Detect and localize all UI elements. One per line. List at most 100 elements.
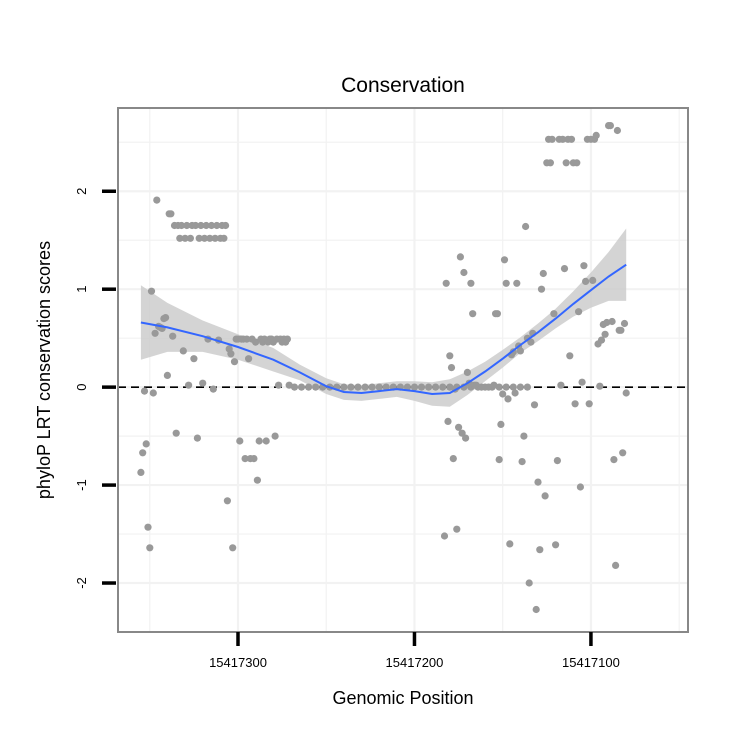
- data-point: [597, 336, 606, 344]
- data-point: [283, 335, 291, 343]
- data-point: [477, 383, 486, 391]
- data-point: [559, 135, 567, 143]
- data-point: [567, 135, 576, 143]
- data-point: [167, 210, 175, 218]
- data-point: [297, 383, 306, 391]
- data-point: [144, 523, 152, 531]
- data-point: [506, 540, 514, 548]
- y-axis-label: phyloP LRT conservation scores: [34, 241, 54, 499]
- data-point: [582, 277, 590, 285]
- data-point: [455, 423, 463, 431]
- y-axis: -2 -1 0 1 2: [74, 188, 116, 589]
- data-point: [312, 383, 320, 391]
- data-point: [229, 544, 237, 552]
- data-point: [562, 159, 570, 167]
- plot-panel-border: [117, 107, 689, 633]
- data-point: [546, 159, 555, 167]
- data-point: [403, 383, 411, 391]
- data-point: [209, 385, 217, 393]
- data-point: [575, 308, 583, 316]
- data-point: [169, 332, 177, 340]
- confidence-ribbon-group: [140, 228, 627, 407]
- data-point: [142, 440, 150, 448]
- data-point: [192, 221, 200, 230]
- data-point: [573, 159, 581, 167]
- data-point: [513, 279, 521, 287]
- data-point: [230, 358, 239, 366]
- data-point: [592, 131, 600, 139]
- data-point: [253, 476, 261, 484]
- data-point: [493, 310, 501, 318]
- data-point: [460, 268, 468, 277]
- data-point: [557, 381, 565, 389]
- data-point: [236, 437, 244, 445]
- data-point: [553, 457, 562, 465]
- data-point: [509, 383, 517, 391]
- data-point: [446, 352, 454, 360]
- data-point: [620, 319, 629, 328]
- data-point: [255, 437, 263, 445]
- data-point: [146, 544, 154, 552]
- chart-title: Conservation: [341, 74, 465, 97]
- data-point: [601, 330, 609, 338]
- data-point: [227, 350, 235, 358]
- data-point: [548, 135, 556, 143]
- smooth-line-group: [140, 263, 627, 396]
- data-point: [207, 221, 216, 230]
- data-point: [223, 497, 231, 505]
- data-point: [617, 326, 625, 334]
- data-point: [442, 279, 450, 287]
- data-point: [206, 234, 214, 242]
- data-point: [211, 234, 219, 242]
- data-point: [252, 338, 260, 346]
- data-point: [140, 387, 149, 395]
- data-point: [382, 383, 390, 391]
- data-point: [495, 456, 503, 464]
- data-point: [199, 379, 207, 387]
- data-point: [532, 605, 540, 614]
- data-point: [425, 383, 433, 391]
- data-point: [220, 234, 228, 242]
- data-point: [137, 468, 145, 476]
- data-point: [183, 221, 191, 230]
- data-point: [185, 381, 193, 389]
- data-point: [456, 253, 464, 261]
- data-point: [523, 383, 532, 391]
- data-point: [417, 383, 426, 391]
- data-point: [410, 383, 419, 391]
- x-tick-label: 15417300: [209, 655, 267, 670]
- y-tick-label: -2: [74, 577, 89, 589]
- data-point: [275, 381, 283, 389]
- data-point: [262, 437, 270, 445]
- data-point: [525, 579, 533, 587]
- data-point: [172, 429, 180, 437]
- data-point: [536, 546, 544, 554]
- x-axis-label: Genomic Position: [332, 688, 473, 708]
- data-point: [571, 400, 579, 408]
- y-tick-label: 2: [74, 188, 89, 195]
- data-point: [340, 383, 348, 391]
- data-point: [541, 492, 549, 500]
- data-point: [622, 389, 630, 397]
- data-point: [537, 285, 546, 293]
- data-point: [432, 383, 440, 391]
- data-point: [527, 338, 535, 346]
- data-point: [613, 126, 622, 135]
- data-point: [576, 483, 585, 491]
- data-point: [497, 420, 505, 428]
- data-point: [193, 434, 201, 442]
- data-point: [153, 196, 161, 204]
- data-point: [151, 329, 159, 337]
- data-point: [596, 382, 604, 390]
- data-point: [589, 276, 597, 284]
- y-tick-label: 1: [74, 286, 89, 293]
- data-point: [200, 234, 209, 242]
- data-point: [147, 287, 156, 295]
- data-point: [516, 347, 525, 355]
- data-point: [250, 455, 258, 463]
- data-point: [580, 262, 588, 270]
- data-point: [139, 449, 147, 457]
- data-point: [241, 455, 249, 463]
- data-point: [368, 383, 376, 391]
